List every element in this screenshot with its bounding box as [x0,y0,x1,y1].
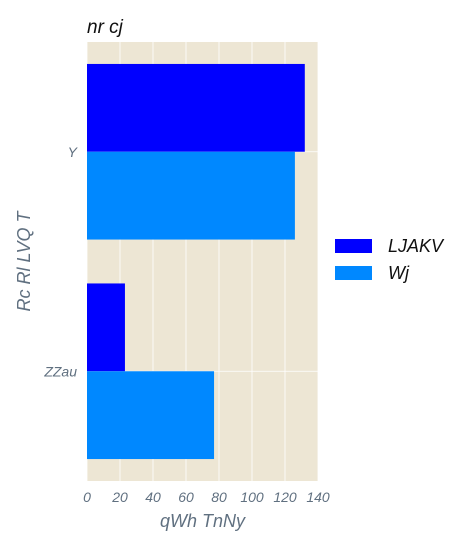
bar-Wj-ZZau [87,371,215,460]
chart-title: nr cj [87,17,124,38]
y-tick-labels: Y ZZau [43,144,78,380]
x-tick-label: 80 [211,489,227,505]
x-axis-label: qWh TnNy [160,511,246,531]
y-tick-label: Y [68,144,79,160]
legend-label-LJAKV: LJAKV [388,236,445,256]
legend-label-Wj: Wj [388,263,410,283]
bar-LJAKV-ZZau [87,283,125,372]
legend: LJAKV Wj [335,236,445,283]
x-tick-label: 40 [145,489,161,505]
x-tick-label: 60 [178,489,194,505]
y-tick-label: ZZau [43,363,77,379]
legend-swatch-LJAKV [335,239,372,253]
x-tick-label: 140 [306,489,330,505]
y-axis-label: Rc Rl LVQ T [14,209,34,311]
bar-Wj-Y [87,151,295,240]
x-tick-labels: 0 20 40 60 80 100 120 140 [83,489,330,505]
x-tick-label: 20 [111,489,128,505]
bars [87,63,305,460]
x-tick-label: 0 [83,489,91,505]
legend-swatch-Wj [335,266,372,280]
x-tick-label: 120 [273,489,297,505]
bar-LJAKV-Y [87,63,305,152]
x-tick-label: 100 [240,489,264,505]
